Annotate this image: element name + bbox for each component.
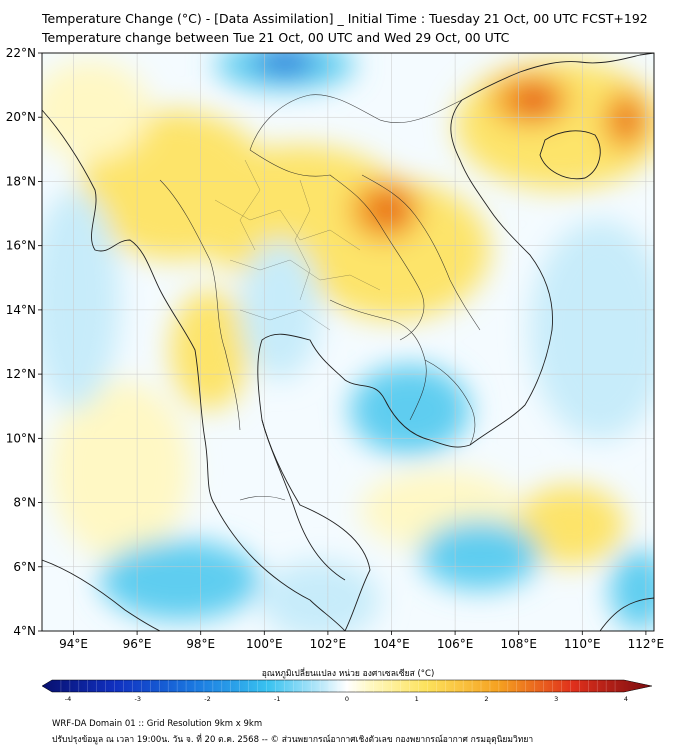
cold-area-north	[255, 53, 315, 74]
colorbar-tick-label: 4	[624, 695, 628, 703]
coast-sumatra	[42, 559, 161, 631]
lon-label: 112°E	[628, 637, 665, 651]
lon-label: 96°E	[123, 637, 152, 651]
lon-label: 98°E	[186, 637, 215, 651]
colorbar	[41, 679, 653, 693]
cool-area-bay-of-bengal	[42, 190, 120, 410]
warm-area-tenasserim	[170, 290, 250, 410]
peak-warm-guangxi	[520, 87, 550, 113]
province-line-3	[239, 309, 331, 331]
lat-label: 6°N	[13, 560, 36, 574]
cool-area-gulf-of-thailand	[350, 365, 470, 455]
longitude-axis: 94°E 96°E 98°E 100°E 102°E 104°E 106°E 108°E 110…	[59, 631, 664, 651]
border-thailand-myanmar	[159, 179, 241, 431]
lat-label: 10°N	[6, 431, 36, 445]
title-line-1: Temperature Change (°C) - [Data Assimila…	[42, 11, 648, 26]
warm-area-south-china-sea	[515, 485, 625, 565]
lon-label: 108°E	[500, 637, 537, 651]
temperature-field	[42, 53, 654, 631]
coastlines	[42, 53, 654, 631]
colorbar-tick-label: 2	[484, 695, 488, 703]
coast-gulf-of-thailand	[257, 333, 471, 631]
lat-label: 22°N	[6, 46, 36, 60]
lat-label: 4°N	[13, 624, 36, 638]
border-thailand-cambodia	[329, 299, 427, 421]
colorbar-tick-label: -3	[135, 695, 141, 703]
lat-label: 18°N	[6, 174, 36, 188]
coast-borneo	[599, 597, 654, 631]
lon-label: 110°E	[564, 637, 601, 651]
warm-area-laos	[300, 180, 490, 320]
lat-label: 8°N	[13, 496, 36, 510]
border-malaysia	[239, 495, 286, 501]
colorbar-tick-label: -4	[65, 695, 71, 703]
colorbar-ticks: -4 -3 -2 -1 0 1 2 3 4	[65, 695, 628, 703]
peak-warm-hainan	[621, 108, 639, 132]
lon-label: 104°E	[373, 637, 410, 651]
border-china	[249, 94, 463, 151]
province-line-5	[294, 179, 311, 301]
lon-label: 106°E	[437, 637, 474, 651]
colorbar-gradient	[41, 679, 653, 693]
border-cambodia-vietnam	[424, 359, 476, 446]
footer-line-1: WRF-DA Domain 01 :: Grid Resolution 9km …	[52, 719, 263, 729]
coast-myanmar-thailand-west	[42, 109, 346, 631]
lat-label: 20°N	[6, 110, 36, 124]
slight-warm-area-nw	[42, 60, 150, 160]
colorbar-bins	[60, 680, 616, 692]
footer-line-2: ปรับปรุงข้อมูล ณ เวลา 19:00น. วัน จ. ที่…	[52, 735, 534, 745]
cool-area-sumatra	[100, 540, 260, 620]
colorbar-tick-label: -2	[204, 695, 210, 703]
colorbar-tick-label: 3	[554, 695, 558, 703]
colorbar-title: อุณหภูมิเปลี่ยนแปลง หน่วย องศาเซลเซียส (…	[262, 667, 435, 679]
cool-area-east-sea	[530, 220, 654, 440]
lat-label: 16°N	[6, 239, 36, 253]
title-line-2: Temperature change between Tue 21 Oct, 0…	[42, 30, 510, 45]
province-line-2	[229, 259, 381, 291]
colorbar-tick-label: -1	[274, 695, 280, 703]
coast-hainan	[539, 130, 601, 180]
province-borders	[214, 159, 381, 331]
latitude-axis: 22°N 20°N 18°N 16°N 14°N 12°N 10°N 8°N 6°N 4°N	[6, 46, 42, 638]
map-frame	[41, 52, 655, 632]
colorbar-tick-label: 1	[415, 695, 419, 703]
country-borders	[159, 94, 481, 501]
coast-vietnam	[450, 53, 654, 446]
lon-label: 94°E	[59, 637, 88, 651]
lon-label: 102°E	[310, 637, 347, 651]
coast-peninsula-east	[261, 419, 346, 581]
border-laos-vietnam	[361, 174, 481, 331]
cool-area-malaysia	[260, 560, 380, 631]
lat-label: 12°N	[6, 367, 36, 381]
peak-warm-laos	[376, 199, 404, 221]
province-line-1	[214, 199, 361, 251]
cool-area-southeast	[610, 550, 654, 630]
slight-warm-area-andaman	[50, 380, 190, 560]
border-thailand-laos	[249, 149, 425, 341]
lon-label: 100°E	[246, 637, 283, 651]
colorbar-tick-label: 0	[345, 695, 349, 703]
province-line-4	[239, 159, 261, 251]
lat-label: 14°N	[6, 303, 36, 317]
cool-area-south	[420, 520, 540, 590]
